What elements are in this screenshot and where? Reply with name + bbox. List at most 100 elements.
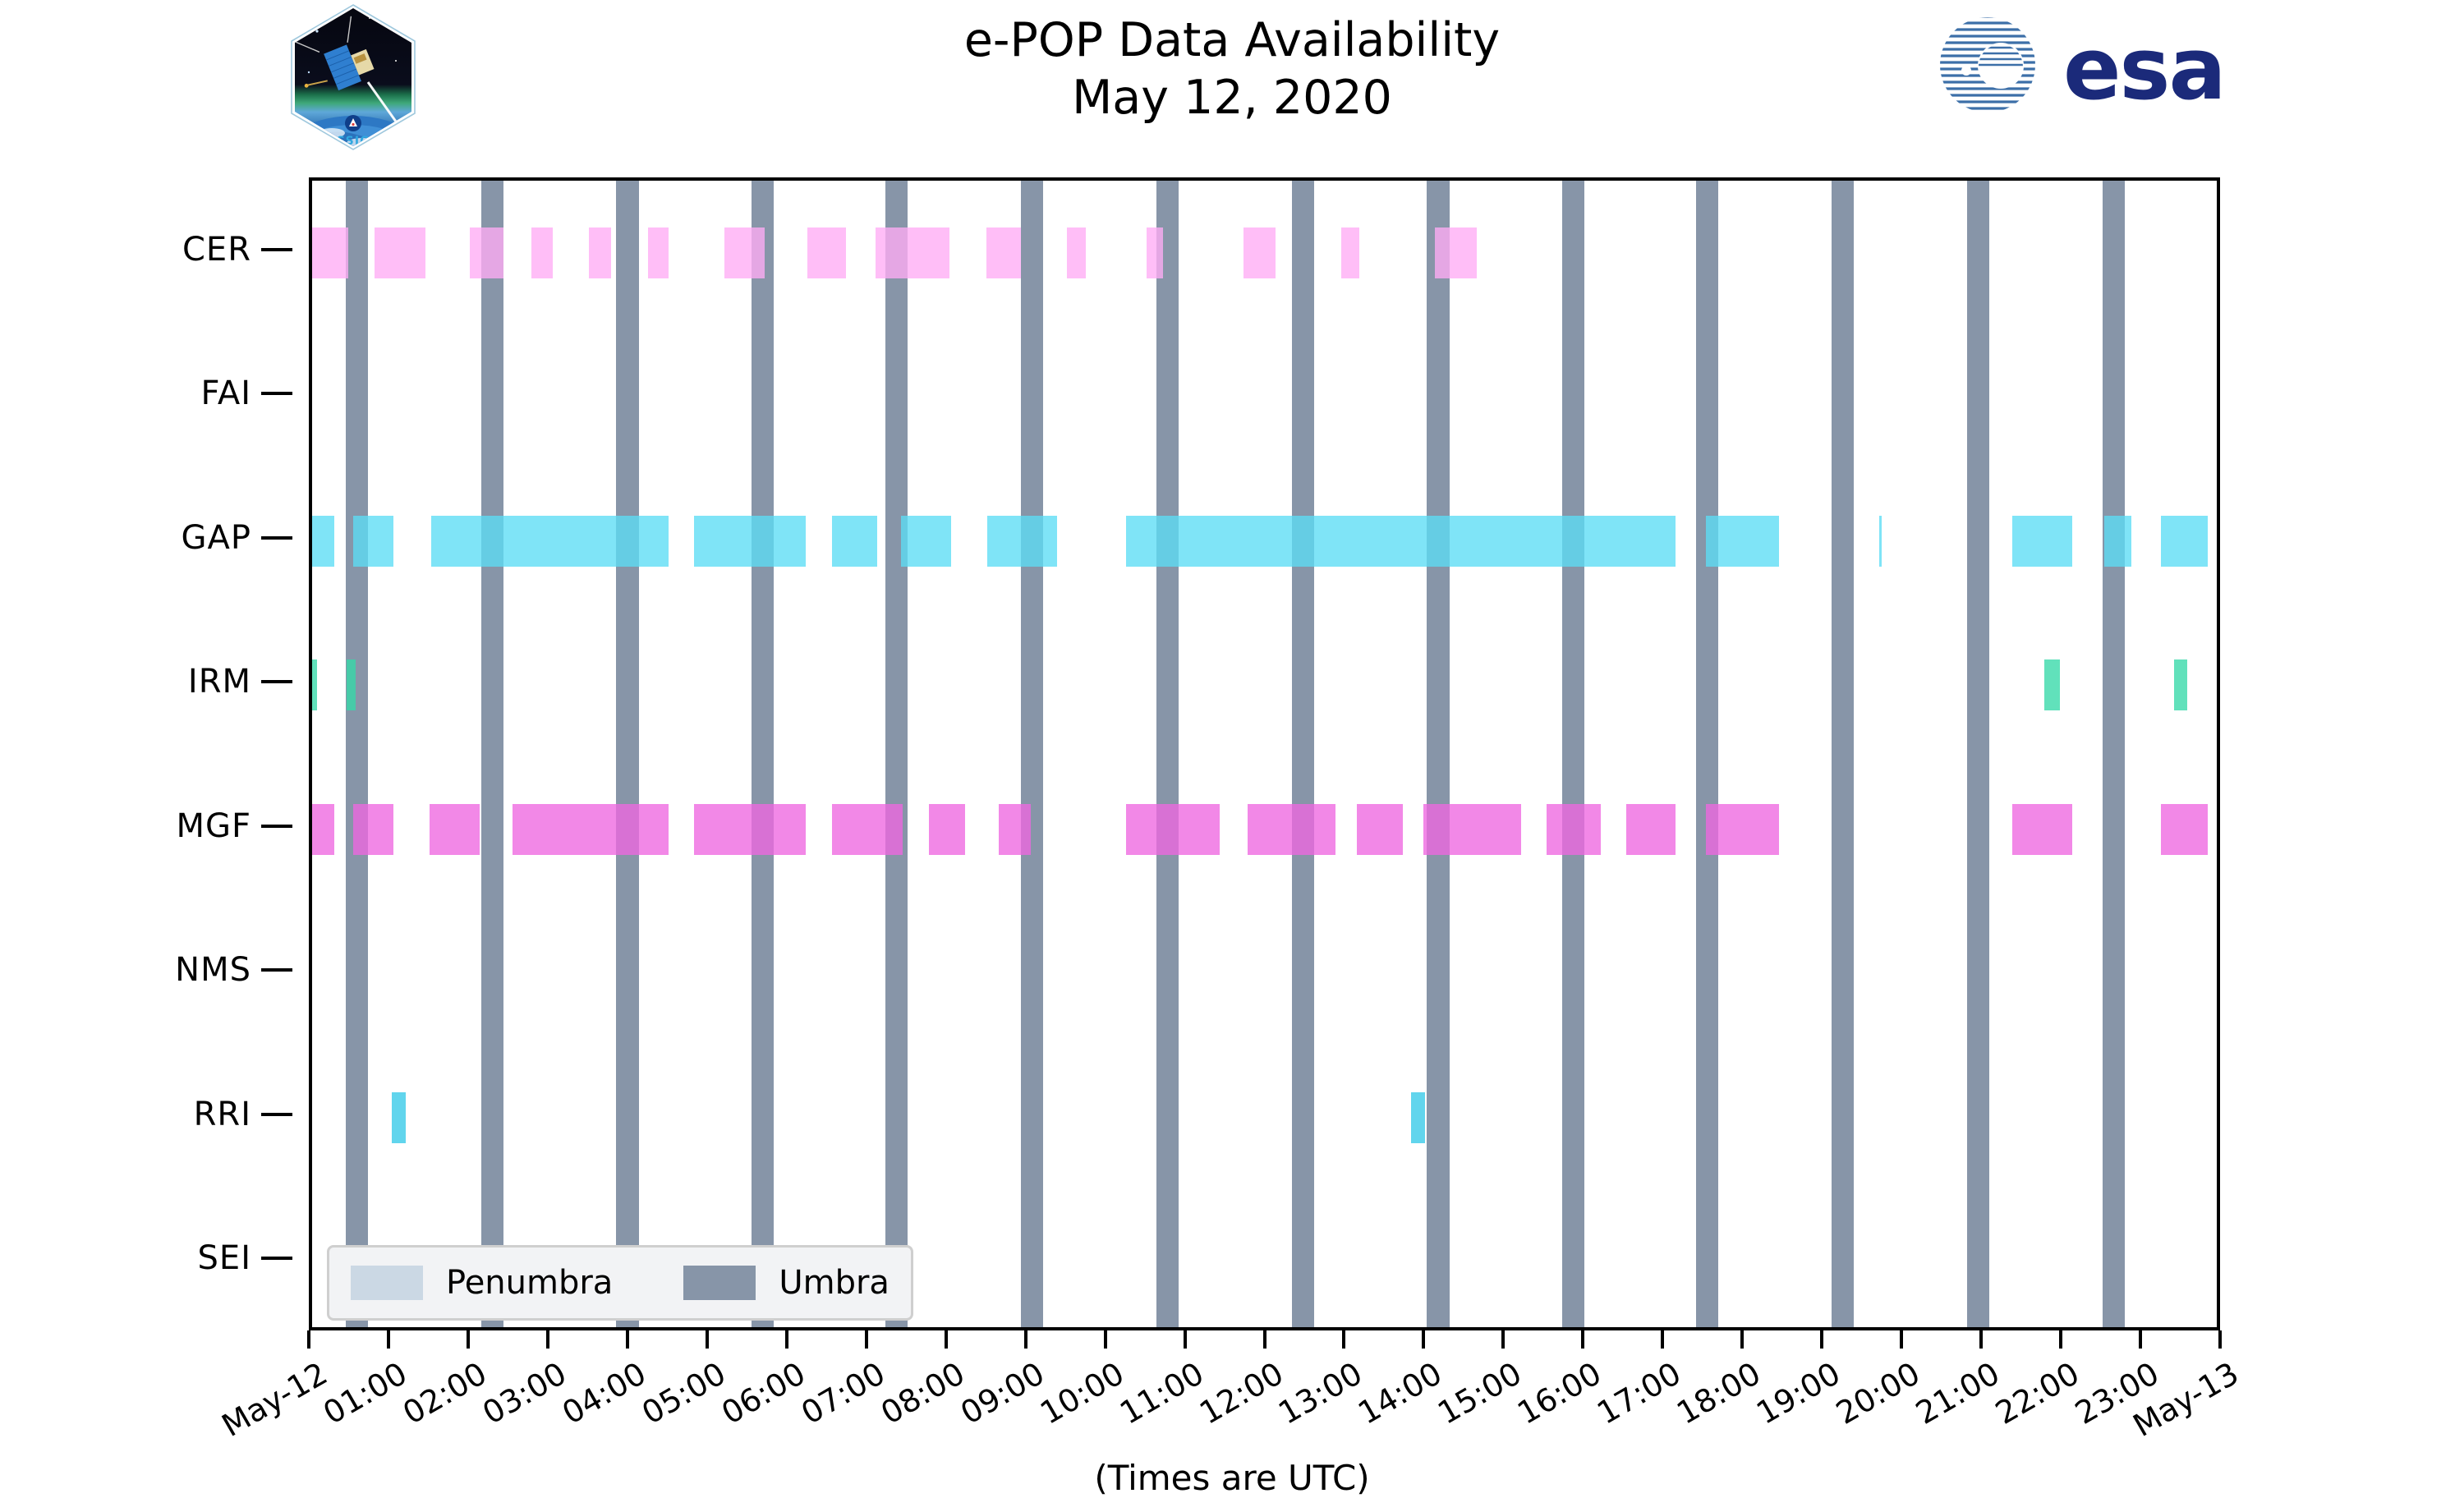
shadow-legend: Penumbra Umbra bbox=[327, 1245, 913, 1321]
availability-bar-cer bbox=[374, 227, 425, 278]
availability-bar-cer bbox=[589, 227, 611, 278]
availability-bar-cer bbox=[986, 227, 1021, 278]
umbra-band bbox=[885, 181, 908, 1327]
x-tick-mark bbox=[1262, 1330, 1266, 1349]
x-tick-mark bbox=[2139, 1330, 2143, 1349]
legend-item-penumbra: Penumbra bbox=[351, 1264, 613, 1302]
chart-title-line2: May 12, 2020 bbox=[1072, 71, 1392, 125]
page-header: CASSIOPE e-POP Data Availability May 12,… bbox=[0, 0, 2464, 164]
umbra-band bbox=[616, 181, 639, 1327]
availability-bar-mgf bbox=[312, 803, 335, 855]
umbra-band bbox=[1020, 181, 1044, 1327]
availability-bar-irm bbox=[2043, 659, 2061, 711]
availability-bar-cer bbox=[469, 227, 503, 278]
availability-bar-cer bbox=[312, 227, 348, 278]
y-tick-mark bbox=[261, 1257, 292, 1261]
legend-swatch-umbra bbox=[683, 1266, 756, 1300]
availability-bar-gap bbox=[987, 515, 1057, 567]
x-tick-mark bbox=[545, 1330, 549, 1349]
availability-bar-mgf bbox=[1125, 803, 1221, 855]
availability-bar-cer bbox=[1340, 227, 1359, 278]
x-tick-mark bbox=[1900, 1330, 1904, 1349]
availability-bar-mgf bbox=[1248, 803, 1335, 855]
x-tick-mark bbox=[2059, 1330, 2063, 1349]
x-tick-mark bbox=[1820, 1330, 1824, 1349]
availability-bar-cer bbox=[1067, 227, 1087, 278]
umbra-band bbox=[752, 181, 775, 1327]
svg-text:esa: esa bbox=[2063, 19, 2225, 118]
umbra-band bbox=[1696, 181, 1719, 1327]
x-tick-mark bbox=[1422, 1330, 1426, 1349]
x-tick-mark bbox=[1183, 1330, 1187, 1349]
x-tick-mark bbox=[864, 1330, 868, 1349]
x-tick-mark bbox=[386, 1330, 390, 1349]
y-tick-mark bbox=[261, 392, 292, 396]
plot-inner bbox=[312, 181, 2217, 1327]
y-tick-label-mgf: MGF bbox=[176, 806, 251, 845]
availability-bar-gap bbox=[312, 515, 335, 567]
x-tick-mark bbox=[466, 1330, 470, 1349]
umbra-band bbox=[1427, 181, 1450, 1327]
y-tick-label-rri: RRI bbox=[193, 1095, 251, 1133]
y-tick-mark bbox=[261, 824, 292, 828]
y-tick-mark bbox=[261, 968, 292, 972]
availability-bar-mgf bbox=[2161, 803, 2208, 855]
x-tick-mark bbox=[1023, 1330, 1027, 1349]
x-tick-mark bbox=[1103, 1330, 1107, 1349]
y-tick-mark bbox=[261, 680, 292, 684]
umbra-band bbox=[2102, 181, 2125, 1327]
availability-bar-gap bbox=[1125, 515, 1676, 567]
umbra-band bbox=[1291, 181, 1314, 1327]
x-axis: May-12 01:00 02:00 03:00 04:00 05:00 06:00 07:0… bbox=[216, 1330, 2245, 1478]
y-tick-label-fai: FAI bbox=[200, 374, 251, 413]
plot-area bbox=[309, 177, 2220, 1330]
availability-bar-gap bbox=[2161, 515, 2208, 567]
y-tick-mark bbox=[261, 247, 292, 251]
availability-bar-mgf bbox=[430, 803, 480, 855]
availability-bar-mgf bbox=[1423, 803, 1521, 855]
availability-bar-rri bbox=[1411, 1091, 1426, 1143]
legend-label-penumbra: Penumbra bbox=[446, 1264, 614, 1302]
availability-bar-cer bbox=[1243, 227, 1276, 278]
availability-bar-mgf bbox=[513, 803, 669, 855]
availability-bar-mgf bbox=[1546, 803, 1601, 855]
umbra-band bbox=[1966, 181, 1989, 1327]
x-tick-mark bbox=[1661, 1330, 1665, 1349]
availability-bar-cer bbox=[1147, 227, 1163, 278]
x-tick-mark bbox=[1501, 1330, 1506, 1349]
y-tick-mark bbox=[261, 535, 292, 540]
availability-bar-mgf bbox=[1705, 803, 1779, 855]
cassiope-logo: CASSIOPE bbox=[271, 3, 435, 168]
availability-bar-cer bbox=[648, 227, 669, 278]
availability-bar-mgf bbox=[1357, 803, 1404, 855]
availability-bar-irm bbox=[346, 659, 356, 711]
legend-item-umbra: Umbra bbox=[683, 1264, 890, 1302]
availability-bar-mgf bbox=[694, 803, 807, 855]
x-tick-mark bbox=[784, 1330, 788, 1349]
availability-bar-gap bbox=[901, 515, 951, 567]
availability-bar-mgf bbox=[2012, 803, 2072, 855]
y-axis: CER FAI GAP IRM MGF NMS RRI SEI bbox=[0, 177, 309, 1330]
y-tick-label-sei: SEI bbox=[197, 1239, 251, 1278]
availability-bar-gap bbox=[832, 515, 878, 567]
legend-swatch-penumbra bbox=[351, 1266, 423, 1300]
availability-bar-cer bbox=[1435, 227, 1477, 278]
x-tick-mark bbox=[1581, 1330, 1585, 1349]
availability-bar-cer bbox=[876, 227, 949, 278]
umbra-band bbox=[345, 181, 368, 1327]
x-tick-mark bbox=[1342, 1330, 1346, 1349]
availability-bar-mgf bbox=[1625, 803, 1676, 855]
y-tick-label-gap: GAP bbox=[181, 518, 251, 557]
umbra-band bbox=[1562, 181, 1585, 1327]
availability-bar-cer bbox=[724, 227, 765, 278]
availability-bar-gap bbox=[694, 515, 807, 567]
availability-bar-gap bbox=[1705, 515, 1779, 567]
availability-bar-irm bbox=[2173, 659, 2188, 711]
availability-bar-mgf bbox=[353, 803, 393, 855]
availability-bar-gap bbox=[2012, 515, 2072, 567]
y-tick-label-nms: NMS bbox=[175, 951, 251, 990]
availability-bar-irm bbox=[312, 659, 317, 711]
availability-bar-rri bbox=[391, 1091, 407, 1143]
availability-bar-mgf bbox=[929, 803, 966, 855]
availability-bar-cer bbox=[807, 227, 846, 278]
